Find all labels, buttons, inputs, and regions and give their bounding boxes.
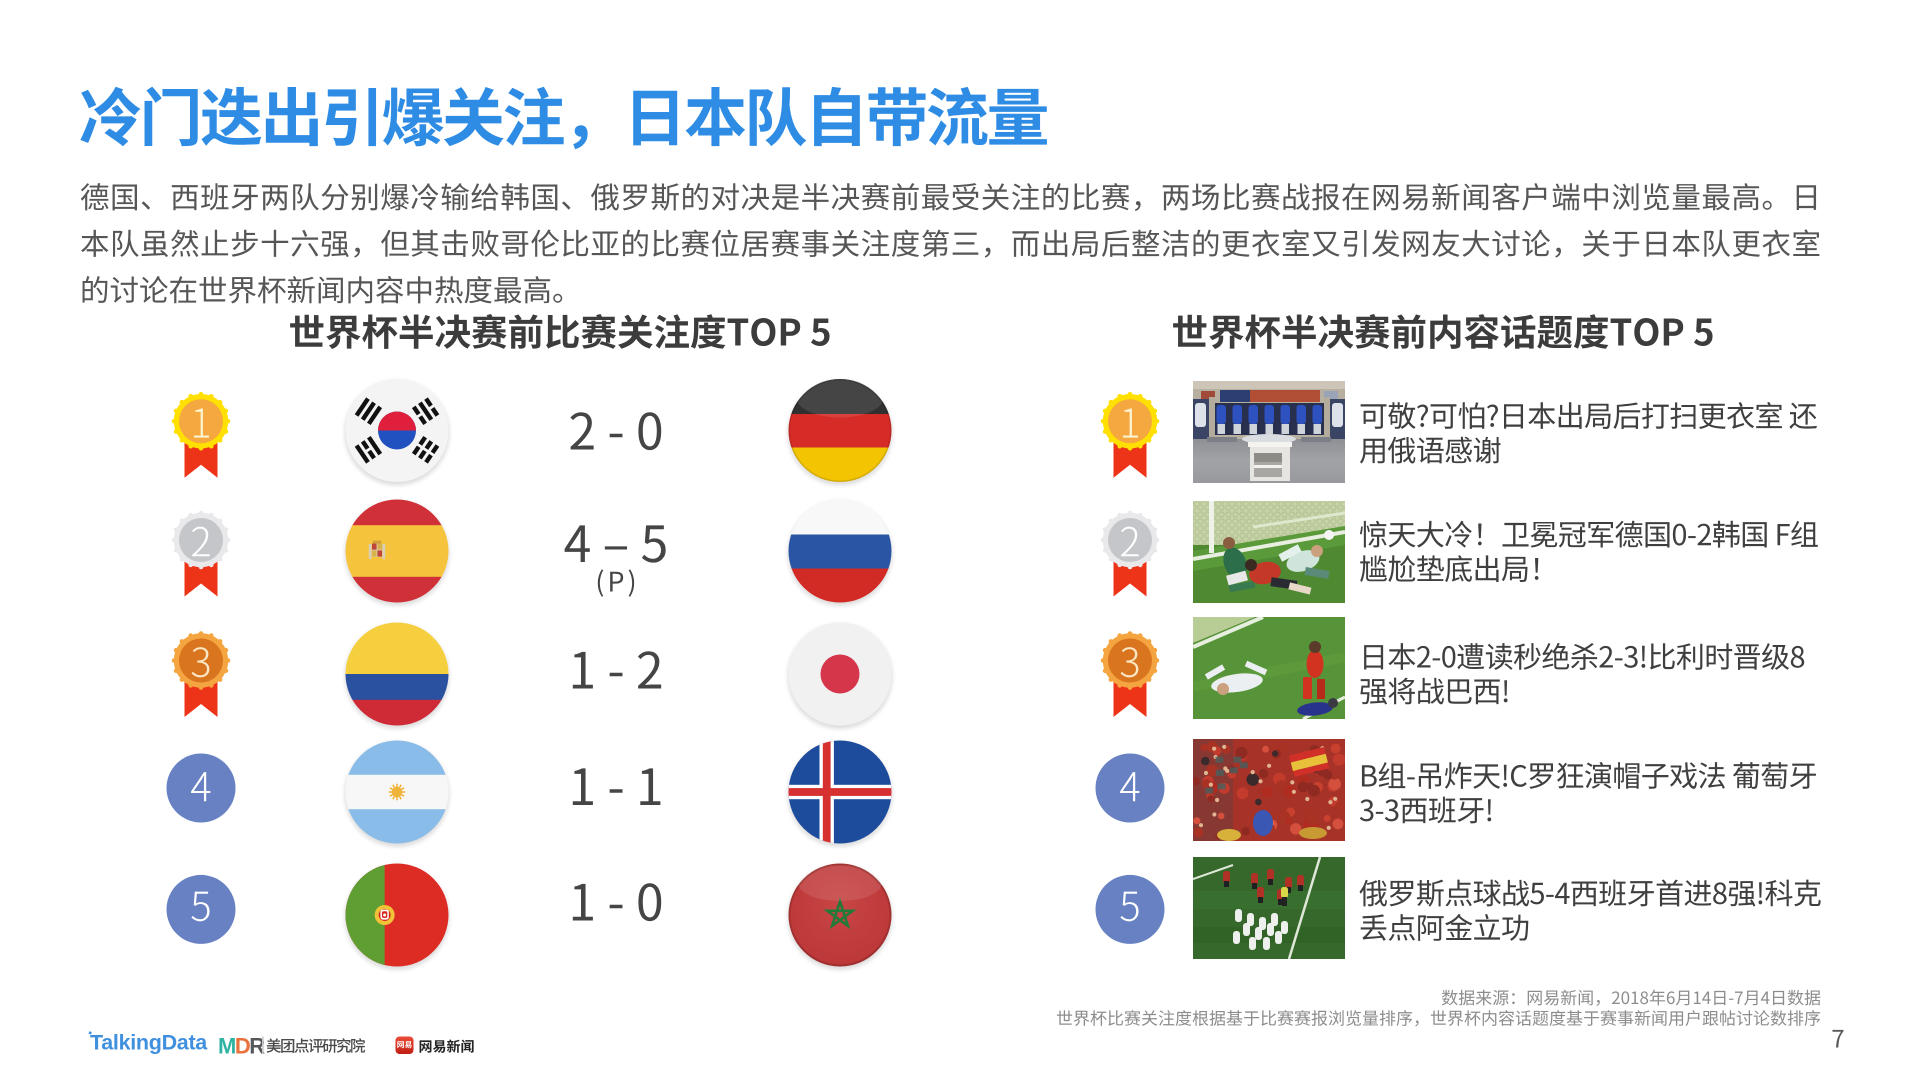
svg-text:TalkingData: TalkingData: [90, 1031, 208, 1055]
svg-text:MDR: MDR: [218, 1034, 265, 1059]
